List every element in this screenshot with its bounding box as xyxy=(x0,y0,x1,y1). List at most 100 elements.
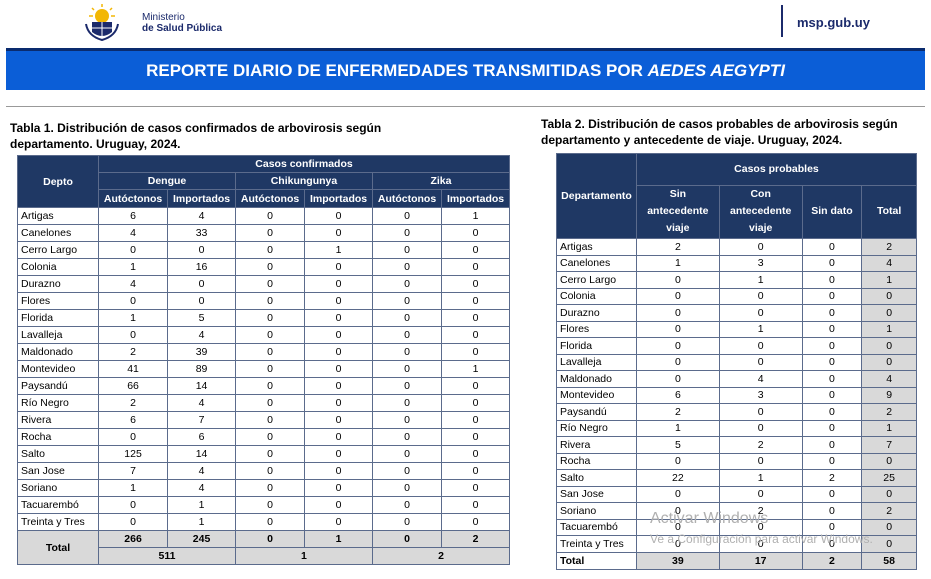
report-title: REPORTE DIARIO DE ENFERMEDADES TRANSMITI… xyxy=(146,61,648,80)
case-count: 0 xyxy=(801,287,863,305)
total-count: 0 xyxy=(371,530,443,548)
case-count: 0 xyxy=(371,462,443,480)
case-count: 0 xyxy=(304,411,373,429)
divider xyxy=(6,106,925,107)
table-row: Colonia 0 0 0 0 xyxy=(556,287,917,305)
table1-subheader: Importados xyxy=(167,189,236,208)
total-count: 2 xyxy=(801,551,863,570)
case-count: 0 xyxy=(441,411,510,429)
case-count: 0 xyxy=(801,419,863,437)
table-row: San Jose 7 4 0 0 0 0 xyxy=(17,462,510,480)
ministry-line2: de Salud Pública xyxy=(142,23,223,34)
case-count: 4 xyxy=(97,224,169,242)
case-count: 0 xyxy=(441,326,510,344)
table-row: Lavalleja 0 4 0 0 0 0 xyxy=(17,326,510,344)
department-name: Treinta y Tres xyxy=(556,535,637,553)
case-count: 0 xyxy=(861,337,917,355)
disease-total: 1 xyxy=(234,547,373,565)
table-row: Rivera 6 7 0 0 0 0 xyxy=(17,411,510,429)
case-count: 1 xyxy=(97,258,169,276)
case-count: 0 xyxy=(441,275,510,293)
table-row: San Jose 0 0 0 0 xyxy=(556,485,917,503)
case-count: 0 xyxy=(304,207,373,225)
table2-subheader: Con antecedente viaje xyxy=(718,184,803,240)
department-name: Lavalleja xyxy=(556,353,637,371)
case-count: 1 xyxy=(167,513,236,531)
case-count: 1 xyxy=(718,271,803,289)
case-count: 0 xyxy=(234,496,306,514)
case-count: 7 xyxy=(167,411,236,429)
department-name: Tacuarembó xyxy=(17,496,99,514)
case-count: 0 xyxy=(167,292,236,310)
case-count: 0 xyxy=(371,343,443,361)
case-count: 4 xyxy=(861,254,917,272)
table-row: Durazno 4 0 0 0 0 0 xyxy=(17,275,510,293)
ministry-line1: Ministerio xyxy=(142,12,185,23)
table-row: Lavalleja 0 0 0 0 xyxy=(556,353,917,371)
case-count: 0 xyxy=(801,238,863,256)
case-count: 0 xyxy=(861,304,917,322)
table1-caption-line2: departamento. Uruguay, 2024. xyxy=(10,137,181,151)
case-count: 0 xyxy=(635,304,720,322)
department-name: San Jose xyxy=(17,462,99,480)
department-name: Durazno xyxy=(556,304,637,322)
table2-subheader: Total xyxy=(861,184,917,240)
case-count: 1 xyxy=(97,479,169,497)
table-sum-row: 511 1 2 xyxy=(18,547,511,565)
case-count: 0 xyxy=(441,258,510,276)
case-count: 0 xyxy=(97,496,169,514)
table1-subheader: Autóctonos xyxy=(371,189,443,208)
department-name: Montevideo xyxy=(556,386,637,404)
table-row: Treinta y Tres 0 1 0 0 0 0 xyxy=(17,513,510,531)
case-count: 0 xyxy=(801,337,863,355)
case-count: 0 xyxy=(234,224,306,242)
case-count: 0 xyxy=(371,309,443,327)
table2-subheader: Sin dato xyxy=(801,184,863,240)
case-count: 16 xyxy=(167,258,236,276)
table-row: Florida 1 5 0 0 0 0 xyxy=(17,309,510,327)
department-name: Cerro Largo xyxy=(17,241,99,259)
case-count: 1 xyxy=(861,271,917,289)
case-count: 0 xyxy=(371,207,443,225)
case-count: 2 xyxy=(97,343,169,361)
case-count: 0 xyxy=(718,353,803,371)
table-row: Maldonado 0 4 0 4 xyxy=(556,370,917,388)
case-count: 0 xyxy=(234,275,306,293)
table-row: Maldonado 2 39 0 0 0 0 xyxy=(17,343,510,361)
case-count: 25 xyxy=(861,469,917,487)
case-count: 0 xyxy=(234,377,306,395)
department-name: Canelones xyxy=(17,224,99,242)
table-row: Artigas 2 0 0 2 xyxy=(556,238,917,256)
case-count: 0 xyxy=(371,360,443,378)
case-count: 125 xyxy=(97,445,169,463)
case-count: 0 xyxy=(801,485,863,503)
total-label: Total xyxy=(17,530,99,565)
table-row: Rocha 0 6 0 0 0 0 xyxy=(17,428,510,446)
table-row: Rivera 5 2 0 7 xyxy=(556,436,917,454)
table-row: Canelones 4 33 0 0 0 0 xyxy=(17,224,510,242)
department-name: Canelones xyxy=(556,254,637,272)
case-count: 0 xyxy=(234,479,306,497)
table1-header-depto: Depto xyxy=(17,155,99,208)
total-count: 245 xyxy=(167,530,236,548)
case-count: 2 xyxy=(635,403,720,421)
department-name: Rocha xyxy=(556,452,637,470)
case-count: 0 xyxy=(234,445,306,463)
disease-total: 2 xyxy=(371,547,511,565)
site-link[interactable]: msp.gub.uy xyxy=(797,15,870,30)
department-name: Artigas xyxy=(556,238,637,256)
department-name: Maldonado xyxy=(556,370,637,388)
case-count: 0 xyxy=(304,258,373,276)
table1-caption: Tabla 1. Distribución de casos confirmad… xyxy=(10,120,381,152)
table-row: Tacuarembó 0 1 0 0 0 0 xyxy=(17,496,510,514)
case-count: 1 xyxy=(441,360,510,378)
department-name: Cerro Largo xyxy=(556,271,637,289)
table-row: Salto 22 1 2 25 xyxy=(556,469,917,487)
total-count: 266 xyxy=(97,530,169,548)
case-count: 0 xyxy=(861,535,917,553)
case-count: 0 xyxy=(441,479,510,497)
case-count: 0 xyxy=(167,241,236,259)
table-row: Florida 0 0 0 0 xyxy=(556,337,917,355)
total-count: 39 xyxy=(635,551,720,570)
case-count: 66 xyxy=(97,377,169,395)
